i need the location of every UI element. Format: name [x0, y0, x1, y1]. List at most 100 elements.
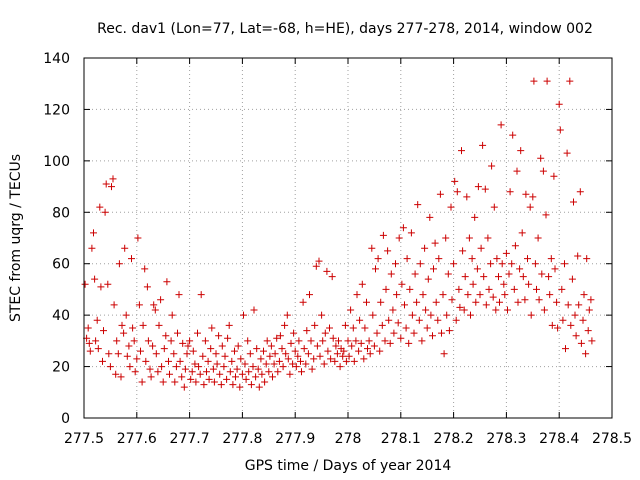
data-point [249, 363, 257, 371]
data-point [253, 345, 261, 353]
data-point [341, 321, 349, 329]
data-point [401, 301, 408, 309]
data-point [112, 370, 120, 378]
data-point [439, 291, 447, 299]
data-point [580, 291, 588, 299]
y-tick-label: 120 [43, 102, 70, 118]
data-point [274, 368, 282, 376]
x-tick-label: 278 [335, 431, 362, 447]
data-point [290, 329, 298, 337]
data-point [456, 303, 464, 311]
data-point [447, 203, 455, 211]
data-point [142, 357, 150, 365]
data-point [530, 77, 538, 85]
data-point [537, 154, 545, 162]
data-point [379, 231, 387, 239]
data-point [361, 324, 369, 332]
data-point [369, 311, 377, 319]
data-point [137, 347, 144, 355]
data-point [451, 177, 459, 185]
data-point [547, 255, 555, 263]
data-point [294, 352, 302, 360]
data-point [183, 350, 191, 358]
data-point [551, 265, 559, 273]
data-point [403, 255, 411, 263]
data-point [151, 306, 159, 314]
data-point [172, 363, 180, 371]
data-point [304, 350, 312, 358]
data-point [313, 342, 321, 350]
data-point [85, 339, 93, 347]
data-point [539, 167, 547, 175]
data-point [376, 347, 384, 355]
data-point [550, 172, 558, 180]
data-point [115, 260, 123, 268]
data-point [496, 298, 503, 306]
data-point [502, 249, 510, 257]
data-point [345, 352, 353, 360]
data-point [88, 244, 96, 252]
data-point [232, 373, 239, 381]
data-point [224, 334, 232, 342]
data-point [329, 334, 337, 342]
data-point [374, 255, 382, 263]
data-point [510, 285, 518, 293]
data-point [133, 355, 141, 363]
data-point [567, 321, 575, 329]
data-point [320, 360, 328, 368]
data-point [210, 378, 218, 386]
y-tick-label: 20 [52, 360, 70, 376]
data-point [365, 337, 373, 345]
data-point [282, 350, 290, 358]
data-point [522, 190, 530, 198]
data-point [513, 167, 521, 175]
data-point [100, 327, 107, 335]
data-point [518, 229, 526, 237]
data-point [129, 324, 137, 332]
data-point [574, 252, 582, 260]
data-point [203, 368, 210, 376]
data-point [340, 347, 348, 355]
data-point [555, 100, 563, 108]
data-point [485, 285, 493, 293]
data-point [459, 247, 467, 255]
data-point [328, 273, 336, 281]
data-point [131, 368, 139, 376]
data-point [168, 311, 176, 319]
data-point [405, 339, 413, 347]
data-point [217, 381, 225, 389]
data-point [307, 337, 315, 345]
data-point [286, 370, 294, 378]
data-point [497, 121, 505, 129]
data-point [352, 337, 360, 345]
data-point [319, 337, 327, 345]
data-point [135, 301, 143, 309]
data-point [427, 311, 435, 319]
data-point [130, 337, 138, 345]
data-point [196, 370, 204, 378]
data-point [212, 350, 220, 358]
data-point [488, 162, 496, 170]
data-point [91, 275, 99, 283]
data-point [167, 337, 175, 345]
data-point [452, 316, 460, 324]
y-tick-label: 60 [52, 257, 70, 273]
data-point [258, 370, 266, 378]
data-point [349, 324, 357, 332]
data-point [275, 357, 283, 365]
data-point [342, 357, 350, 365]
data-point [548, 321, 556, 329]
data-point [147, 373, 155, 381]
data-point [204, 357, 212, 365]
data-point [385, 316, 393, 324]
data-point [519, 273, 527, 281]
data-point [443, 311, 451, 319]
data-point [538, 270, 546, 278]
data-point [476, 291, 484, 299]
data-point [368, 244, 376, 252]
data-point [558, 285, 566, 293]
data-point [501, 291, 509, 299]
data-point [298, 368, 305, 376]
data-point [316, 352, 324, 360]
